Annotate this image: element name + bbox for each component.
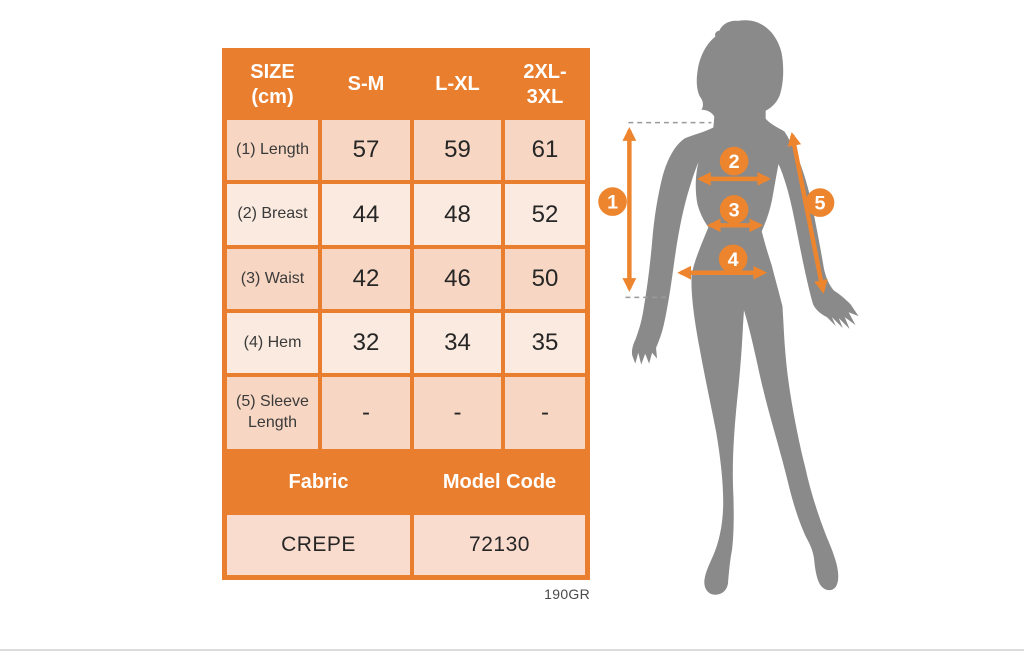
female-body-silhouette (631, 20, 859, 595)
measure-badge-3: 3 (719, 195, 749, 224)
column-header-sm: S-M (322, 53, 410, 116)
column-header-2xl3xl: 2XL-3XL (505, 53, 585, 116)
svg-text:2: 2 (729, 151, 740, 173)
fabric-value: CREPE (227, 515, 410, 575)
svg-text:3: 3 (729, 199, 740, 221)
weight-note: 190GR (544, 586, 590, 602)
cell-length-lxl: 59 (414, 120, 501, 180)
cell-length-sm: 57 (322, 120, 410, 180)
cell-length-2xl3xl: 61 (505, 120, 585, 180)
cell-sleeve-sm: - (322, 377, 410, 449)
cell-waist-2xl3xl: 50 (505, 249, 585, 309)
sleeve-arrow (787, 132, 828, 294)
svg-text:4: 4 (728, 249, 739, 271)
measure-badge-2: 2 (719, 146, 749, 176)
model-code-header: Model Code (414, 453, 585, 511)
size-unit-header: SIZE (cm) (227, 53, 318, 116)
model-code-value: 72130 (414, 515, 585, 575)
svg-text:1: 1 (607, 192, 618, 214)
column-header-lxl: L-XL (414, 53, 501, 116)
cell-hem-lxl: 34 (414, 313, 501, 373)
row-waist-label: (3) Waist (227, 249, 318, 309)
measure-badge-4: 4 (718, 244, 748, 274)
cell-sleeve-lxl: - (414, 377, 501, 449)
cell-breast-lxl: 48 (414, 184, 501, 245)
row-breast-label: (2) Breast (227, 184, 318, 245)
fabric-header: Fabric (227, 453, 410, 511)
cell-breast-sm: 44 (322, 184, 410, 245)
cell-sleeve-2xl3xl: - (505, 377, 585, 449)
cell-hem-sm: 32 (322, 313, 410, 373)
cell-waist-sm: 42 (322, 249, 410, 309)
row-length-label: (1) Length (227, 120, 318, 180)
row-sleeve-label: (5) Sleeve Length (227, 377, 318, 449)
cell-breast-2xl3xl: 52 (505, 184, 585, 245)
size-table: SIZE (cm) S-M L-XL 2XL-3XL (1) Length 57… (222, 48, 590, 580)
cell-waist-lxl: 46 (414, 249, 501, 309)
svg-text:5: 5 (815, 193, 826, 215)
bottom-divider (0, 649, 1024, 651)
body-measurement-diagram: 1 2 3 4 5 (598, 20, 859, 595)
measure-badge-5: 5 (805, 188, 835, 217)
row-hem-label: (4) Hem (227, 313, 318, 373)
measure-badge-1: 1 (598, 187, 627, 216)
cell-hem-2xl3xl: 35 (505, 313, 585, 373)
